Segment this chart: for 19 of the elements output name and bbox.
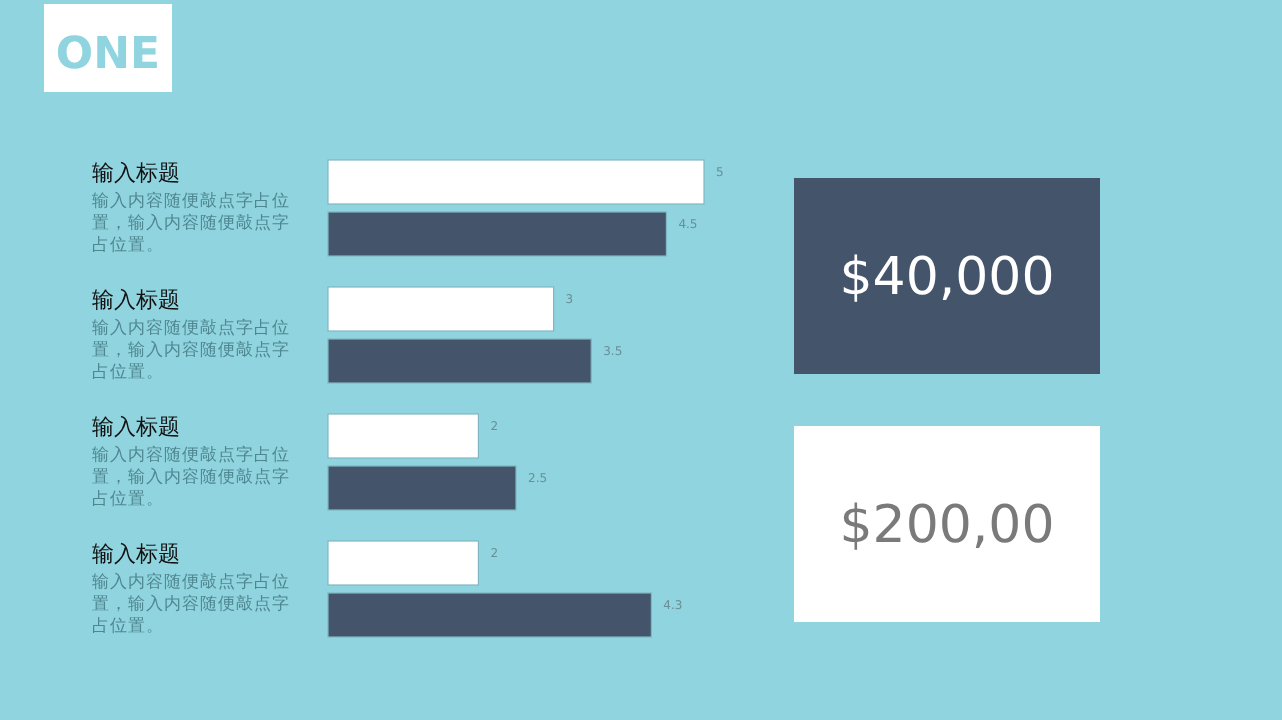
- text: 输入内容随便敲点字占位置，输入内容随便敲点字占位置。: [92, 444, 290, 510]
- bar: [327, 413, 479, 459]
- chart-title: ONE: [55, 30, 161, 80]
- text: $40,000: [839, 248, 1055, 308]
- bar: [327, 465, 517, 511]
- bar: [327, 211, 667, 257]
- bar: [327, 286, 555, 332]
- y-tick-label: 输入标题: [92, 287, 180, 313]
- y-tick-label: 输入标题: [92, 541, 180, 567]
- y-tick-label: 输入标题: [92, 414, 180, 440]
- bar: [327, 592, 652, 638]
- text: 输入内容随便敲点字占位置，输入内容随便敲点字占位置。: [92, 190, 290, 256]
- text: 输入内容随便敲点字占位置，输入内容随便敲点字占位置。: [92, 317, 290, 383]
- bar: [327, 159, 705, 205]
- bar: [327, 338, 592, 384]
- text: $200,00: [839, 496, 1055, 556]
- y-tick-label: 输入标题: [92, 160, 180, 186]
- text: 输入内容随便敲点字占位置，输入内容随便敲点字占位置。: [92, 571, 290, 637]
- bar: [327, 540, 479, 586]
